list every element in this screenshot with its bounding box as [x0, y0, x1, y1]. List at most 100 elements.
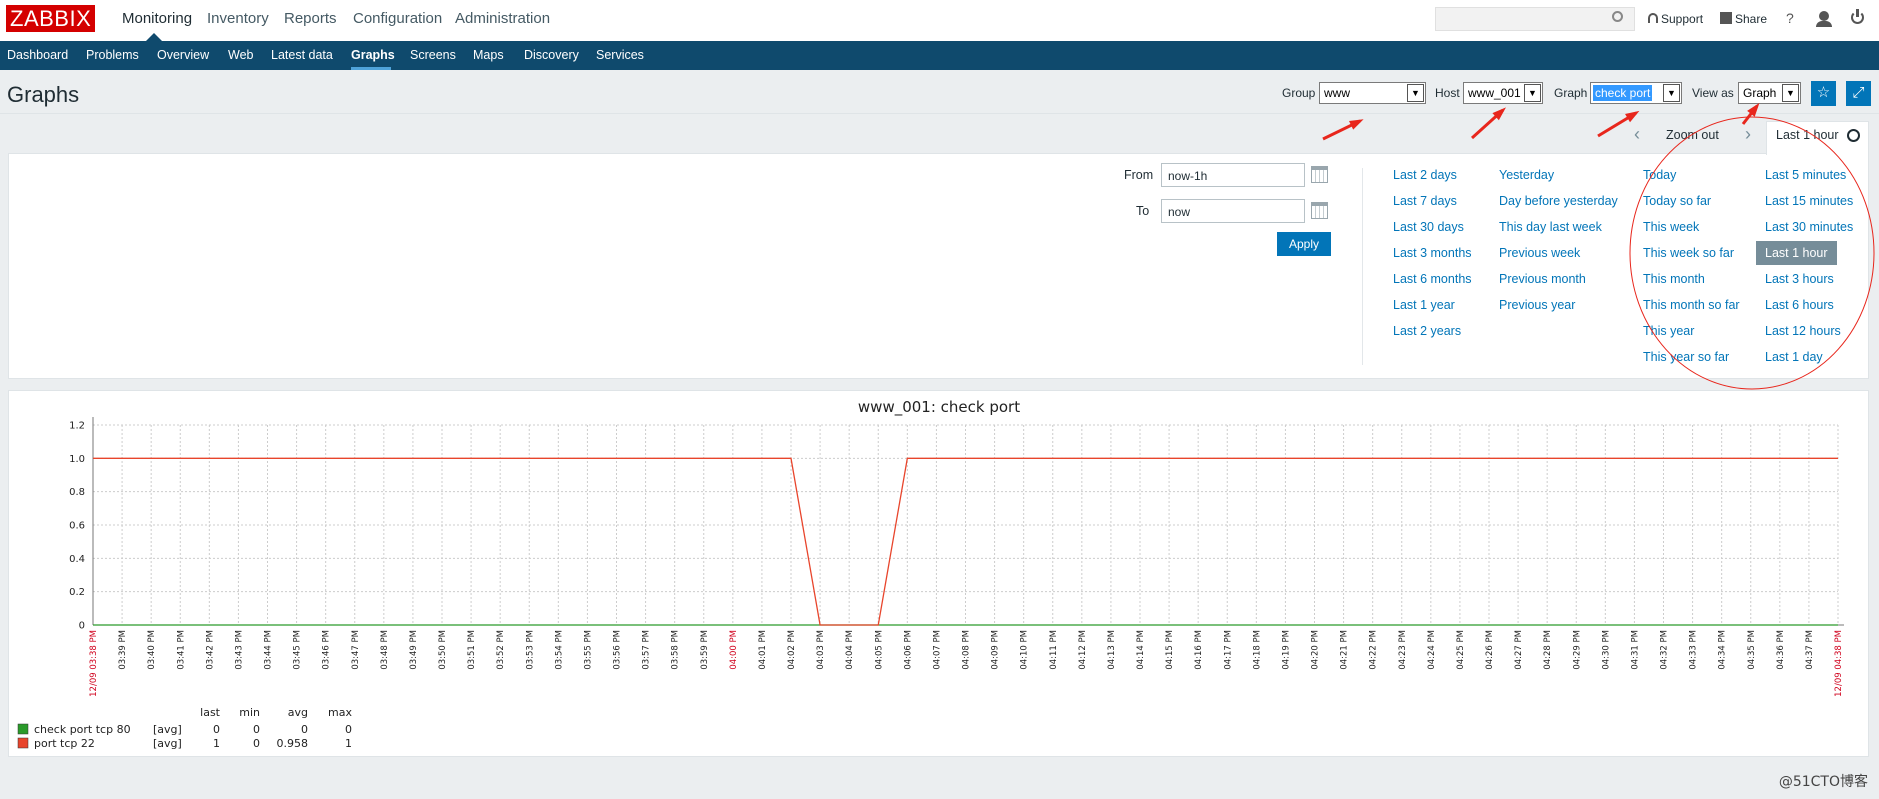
quick-range-link[interactable]: Last 12 hours	[1765, 324, 1841, 338]
select-arrow: ▼	[1407, 84, 1424, 102]
annotation-arrow	[1597, 111, 1637, 138]
quick-range-link[interactable]: This week	[1643, 220, 1700, 234]
annotation-arrow-head	[1747, 102, 1760, 117]
quick-range-link[interactable]: Today so far	[1643, 194, 1712, 208]
annotation-arrow-head	[1349, 119, 1364, 130]
quick-range-link[interactable]: Previous year	[1499, 298, 1576, 312]
help-link[interactable]: ?	[1786, 10, 1794, 26]
annotation-arrow	[1322, 119, 1361, 141]
quick-range-link[interactable]: This year	[1643, 324, 1695, 338]
sub-menu-active	[351, 67, 391, 70]
quick-range-link[interactable]: Yesterday	[1499, 168, 1555, 182]
sub-menu-item[interactable]: Web	[228, 48, 254, 62]
main-menu-item[interactable]: Monitoring	[122, 10, 193, 27]
quick-range-link[interactable]: Previous week	[1499, 246, 1581, 260]
sub-menu-item[interactable]: Maps	[473, 48, 504, 62]
quick-range-link[interactable]: Last 3 hours	[1765, 272, 1834, 286]
search-icon	[1612, 11, 1623, 22]
quick-range-link[interactable]: This month so far	[1643, 298, 1740, 312]
select-arrow: ▼	[1782, 84, 1799, 102]
calendar-icon[interactable]	[1311, 202, 1328, 219]
sub-menu-item[interactable]: Overview	[157, 48, 210, 62]
sub-menu-item[interactable]: Services	[596, 48, 644, 62]
quick-range-link[interactable]: Last 1 year	[1393, 298, 1455, 312]
menu-pointer	[146, 33, 162, 41]
logo: ZABBIX	[6, 5, 96, 32]
support-link[interactable]: Support	[1661, 12, 1704, 26]
quick-range-link[interactable]: Last 30 minutes	[1765, 220, 1854, 234]
time-panel	[8, 153, 1869, 379]
logout-icon-bar	[1856, 9, 1859, 17]
filter-value: www	[1324, 86, 1350, 100]
quick-range-link[interactable]: Last 3 months	[1393, 246, 1472, 260]
time-input[interactable]: now	[1161, 199, 1305, 223]
header-divider	[0, 113, 1879, 114]
quick-range-link[interactable]: Last 7 days	[1393, 194, 1457, 208]
fullscreen-button[interactable]: ⤢	[1846, 81, 1871, 106]
zoom-out[interactable]: Zoom out	[1666, 128, 1719, 142]
time-input-value: now	[1168, 205, 1191, 219]
main-menu-item[interactable]: Inventory	[207, 10, 269, 27]
sub-menu-item[interactable]: Latest data	[271, 48, 333, 62]
quick-range-link[interactable]: Last 6 hours	[1765, 298, 1834, 312]
filter-value: Graph	[1743, 86, 1777, 100]
select-arrow: ▼	[1524, 84, 1541, 102]
prev-arrow[interactable]: ‹	[1634, 124, 1640, 144]
quick-range-link[interactable]: Last 15 minutes	[1765, 194, 1854, 208]
quick-range-link[interactable]: This day last week	[1499, 220, 1602, 234]
filter-label: View as	[1692, 86, 1734, 100]
annotation-arrow	[1470, 108, 1505, 140]
quick-range-link[interactable]: Last 1 hour	[1756, 241, 1837, 265]
quick-range-link[interactable]: This week so far	[1643, 246, 1735, 260]
sub-menu-item[interactable]: Graphs	[351, 48, 395, 62]
page-title: Graphs	[7, 82, 80, 107]
watermark: @51CTO博客	[1779, 773, 1868, 790]
select-arrow: ▼	[1663, 84, 1680, 102]
quick-range-link[interactable]: This year so far	[1643, 350, 1730, 364]
calendar-icon[interactable]	[1311, 166, 1328, 183]
quick-range-link[interactable]: Last 6 months	[1393, 272, 1472, 286]
filter-select[interactable]: check port ▼	[1590, 82, 1682, 104]
main-menu-item[interactable]: Configuration	[353, 10, 443, 27]
filter-value: www_001	[1468, 86, 1521, 100]
apply-button[interactable]: Apply	[1277, 232, 1331, 256]
quick-range-link[interactable]: Day before yesterday	[1499, 194, 1618, 208]
logout-icon[interactable]	[1851, 11, 1864, 24]
quick-range-link[interactable]: This month	[1643, 272, 1705, 286]
annotation-arrow	[1741, 105, 1759, 125]
main-menu-item[interactable]: Administration	[455, 10, 551, 27]
sub-menu-item[interactable]: Problems	[86, 48, 139, 62]
search-box[interactable]	[1435, 7, 1635, 31]
user-icon[interactable]	[1819, 11, 1829, 21]
favourite-button[interactable]: ☆	[1811, 81, 1836, 106]
filter-value: check port	[1593, 85, 1653, 101]
time-label: To	[1136, 204, 1150, 218]
graph-panel	[8, 390, 1869, 757]
time-input[interactable]: now-1h	[1161, 163, 1305, 187]
sub-bar	[0, 41, 1879, 70]
quick-range-link[interactable]: Last 2 years	[1393, 324, 1462, 338]
share-link[interactable]: Share	[1735, 12, 1768, 26]
sub-menu-item[interactable]: Dashboard	[7, 48, 69, 62]
quick-range-link[interactable]: Last 30 days	[1393, 220, 1464, 234]
sub-menu-item[interactable]: Screens	[410, 48, 456, 62]
filter-select[interactable]: Graph ▼	[1738, 82, 1801, 104]
time-input-value: now-1h	[1168, 169, 1208, 183]
sub-menu-item[interactable]: Discovery	[524, 48, 579, 62]
time-tab-label: Last 1 hour	[1776, 128, 1839, 142]
main-menu-item[interactable]: Reports	[284, 10, 337, 27]
separator	[1362, 168, 1363, 365]
quick-range-link[interactable]: Last 1 day	[1765, 350, 1823, 364]
user-icon-body	[1816, 21, 1832, 27]
quick-range-link[interactable]: Previous month	[1499, 272, 1586, 286]
filter-select[interactable]: www_001 ▼	[1463, 82, 1543, 104]
filter-label: Group	[1282, 86, 1316, 100]
quick-range-link[interactable]: Last 5 minutes	[1765, 168, 1847, 182]
filter-label: Graph	[1554, 86, 1588, 100]
quick-range-link[interactable]: Last 2 days	[1393, 168, 1457, 182]
support-icon	[1648, 13, 1658, 23]
next-arrow[interactable]: ›	[1745, 124, 1751, 144]
filter-select[interactable]: www ▼	[1319, 82, 1426, 104]
quick-range-link[interactable]: Today	[1643, 168, 1677, 182]
